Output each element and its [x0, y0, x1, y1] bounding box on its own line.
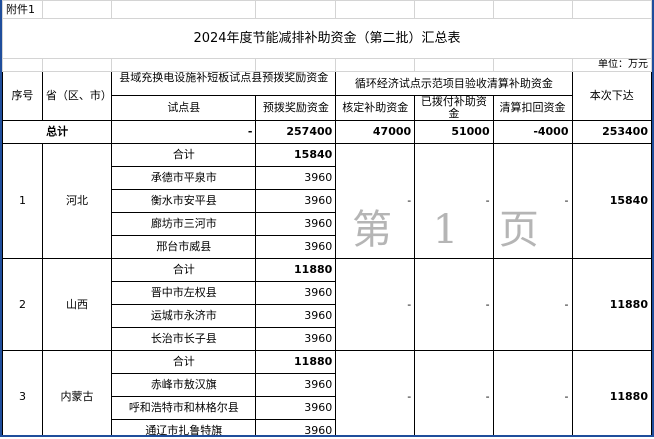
subtotal-amount: 15840 [255, 143, 337, 167]
county-name: 承德市平泉市 [111, 166, 257, 190]
county-amount: 3960 [255, 281, 337, 305]
paid-amount: - [414, 143, 494, 259]
county-name: 通辽市扎鲁特旗 [111, 419, 257, 435]
province-row: 1 河北 合计 15840- - -15840 [2, 143, 652, 259]
county-name: 运城市永济市 [111, 304, 257, 328]
header-county: 试点县 [111, 95, 257, 121]
this-time-amount: 15840 [571, 143, 652, 259]
county-row: 晋中市左权县 3960 [3, 281, 652, 305]
province-seq: 1 [2, 143, 43, 259]
paid-amount: - [414, 258, 494, 351]
county-name: 廊坊市三河市 [111, 212, 257, 236]
county-amount: 3960 [255, 235, 337, 259]
province-seq: 2 [2, 258, 43, 351]
county-amount: 3960 [255, 396, 337, 420]
county-row: 呼和浩特市和林格尔县 3960 [3, 396, 652, 420]
total-label: 总计 [2, 120, 113, 144]
county-amount: 3960 [255, 419, 337, 435]
total-approved: 47000 [335, 120, 416, 144]
province-row: 3 内蒙古 合计 11880- - -11880 [2, 350, 652, 435]
subtotal-label: 合计 [111, 258, 257, 282]
header-seq: 序号 [2, 71, 43, 121]
province-name: 内蒙古 [41, 350, 113, 435]
header-approved: 核定补助资金 [335, 95, 416, 121]
recovered-amount: - [492, 143, 573, 259]
county-name: 衡水市安平县 [111, 189, 257, 213]
county-name: 邢台市威县 [111, 235, 257, 259]
county-amount: 3960 [255, 327, 337, 351]
county-row: 赤峰市敖汉旗 3960 [3, 373, 652, 397]
recovered-amount: - [492, 350, 573, 435]
province-name: 山西 [41, 258, 113, 351]
header-paid: 已拨付补助资金 [414, 95, 494, 121]
total-paid: 51000 [414, 120, 494, 144]
county-name: 晋中市左权县 [111, 281, 257, 305]
county-amount: 3960 [255, 373, 337, 397]
county-amount: 3960 [255, 304, 337, 328]
total-this-time: 253400 [571, 120, 652, 144]
county-name: 赤峰市敖汉旗 [111, 373, 257, 397]
total-recovered: -4000 [492, 120, 573, 144]
province-seq: 3 [2, 350, 43, 435]
paid-amount: - [414, 350, 494, 435]
unit-label: 单位：万元 [571, 58, 652, 72]
county-row: 邢台市威县 3960 [3, 235, 652, 259]
approved-amount: - [335, 143, 416, 259]
county-amount: 3960 [255, 189, 337, 213]
page-title: 2024年度节能减排补助资金（第二批）汇总表 [2, 18, 652, 59]
county-amount: 3960 [255, 166, 337, 190]
this-time-amount: 11880 [571, 350, 652, 435]
header-group2: 循环经济试点示范项目验收清算补助资金 [335, 71, 573, 96]
subtotal-amount: 11880 [255, 258, 337, 282]
header-amount: 预拨奖励资金 [255, 95, 337, 121]
county-row: 承德市平泉市 3960 [3, 166, 652, 190]
county-name: 长治市长子县 [111, 327, 257, 351]
county-name: 呼和浩特市和林格尔县 [111, 396, 257, 420]
county-row: 廊坊市三河市 3960 [3, 212, 652, 236]
province-row: 2 山西 合计 11880- - -11880 [2, 258, 652, 351]
this-time-amount: 11880 [571, 258, 652, 351]
header-group1: 县域充换电设施补短板试点县预拨奖励资金 [111, 71, 337, 96]
county-row: 运城市永济市 3960 [3, 304, 652, 328]
county-row: 通辽市扎鲁特旗 3960 [3, 419, 652, 435]
subtotal-amount: 11880 [255, 350, 337, 374]
approved-amount: - [335, 350, 416, 435]
approved-amount: - [335, 258, 416, 351]
subtotal-label: 合计 [111, 143, 257, 167]
total-county: - [111, 120, 257, 144]
header-this-time: 本次下达 [571, 71, 652, 121]
subtotal-label: 合计 [111, 350, 257, 374]
attachment-label: 附件1 [2, 0, 43, 19]
province-name: 河北 [41, 143, 113, 259]
header-province: 省（区、市） [41, 71, 113, 121]
county-row: 长治市长子县 3960 [3, 327, 652, 351]
total-amount: 257400 [255, 120, 337, 144]
recovered-amount: - [492, 258, 573, 351]
county-amount: 3960 [255, 212, 337, 236]
header-recovered: 清算扣回资金 [492, 95, 573, 121]
